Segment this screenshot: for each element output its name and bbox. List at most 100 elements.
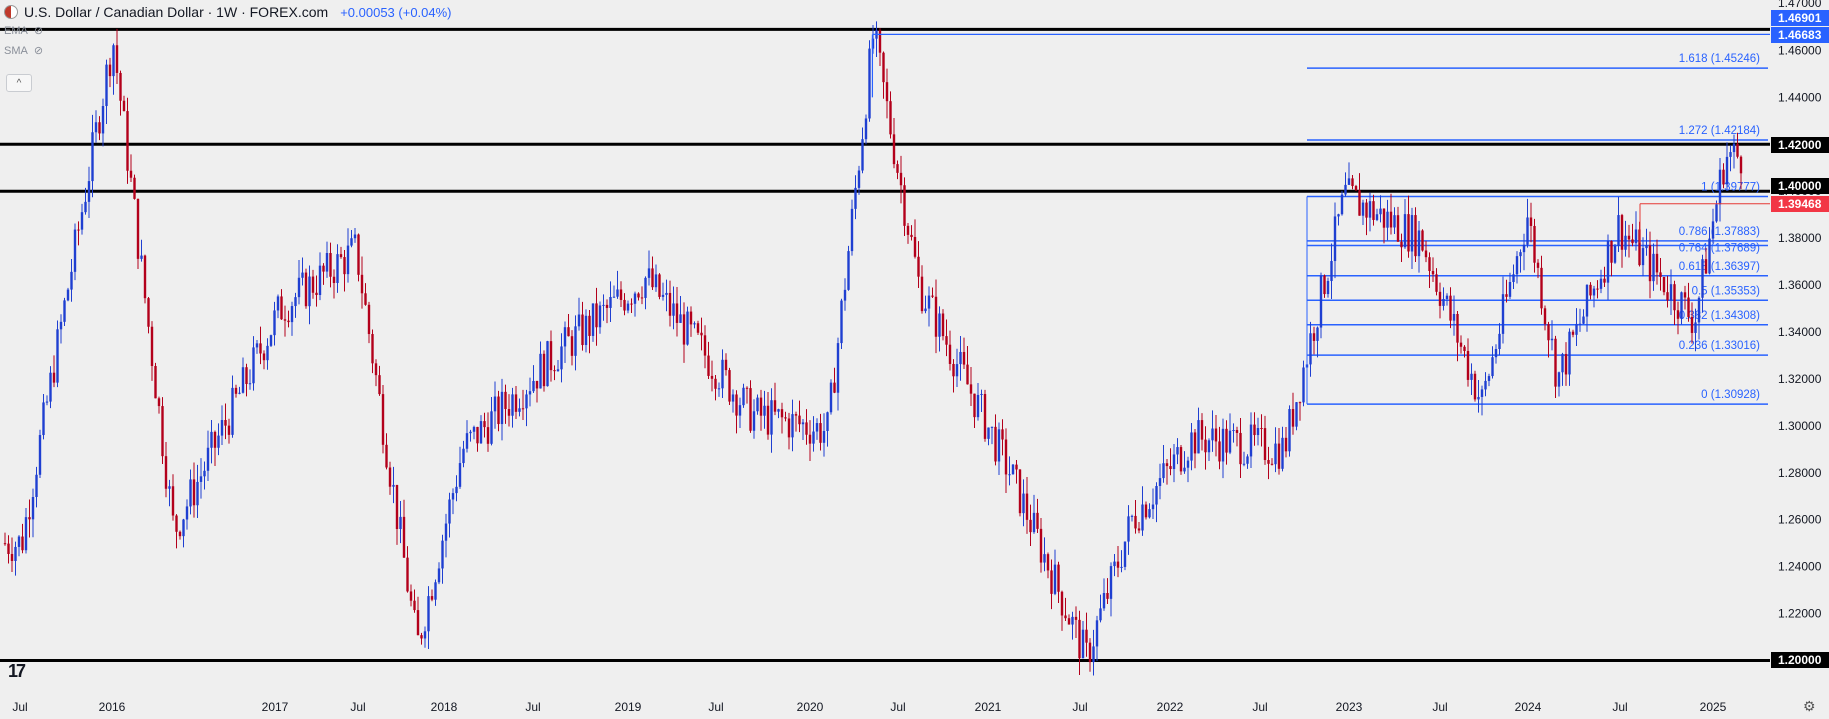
candle-body-280	[983, 393, 987, 439]
candle-body-299	[1050, 570, 1053, 594]
candle-body-496	[1739, 156, 1743, 174]
candle-body-85	[301, 272, 304, 278]
candle-body-144	[507, 409, 511, 416]
candle-body-253	[889, 101, 892, 135]
candle-body-489	[1715, 204, 1718, 222]
candle-body-488	[1711, 221, 1715, 239]
candle-body-80	[283, 319, 287, 321]
candle-body-432	[1515, 256, 1519, 275]
candle-body-70	[248, 383, 252, 385]
candle-body-24	[87, 181, 91, 202]
fib-label-2: 1 (1.39777)	[1701, 181, 1760, 193]
candle-body-135	[476, 426, 479, 444]
candle-body-191	[672, 303, 675, 316]
candle-body-482	[1690, 316, 1694, 333]
candle-body-198	[696, 323, 700, 333]
y-tick-label: 1.44000	[1778, 90, 1822, 104]
candle-body-450	[1578, 323, 1582, 325]
candle-body-25	[91, 132, 94, 182]
candle-body-479	[1680, 292, 1683, 319]
candle-body-445	[1561, 353, 1564, 373]
fib-label-5: 0.618 (1.36397)	[1679, 261, 1760, 273]
candle-body-377	[1323, 275, 1326, 295]
candle-body-60	[213, 431, 217, 448]
candle-body-245	[861, 139, 864, 171]
price-axis[interactable]: 1.20000 1.22000 1.24000 1.26000 1.28000 1.300…	[1770, 0, 1829, 719]
candle-body-380	[1333, 216, 1337, 262]
candle-body-83	[294, 297, 297, 307]
indicator-ema[interactable]: EMA ⊘	[4, 24, 44, 38]
y-tick-label: 1.26000	[1778, 513, 1822, 527]
candle-body-26	[94, 122, 98, 133]
candle-body-163	[574, 326, 577, 356]
eye-off-icon[interactable]: ⊘	[33, 25, 44, 37]
candle-body-426	[1494, 349, 1498, 358]
candle-body-434	[1522, 244, 1526, 253]
candle-body-447	[1568, 331, 1571, 375]
candle-body-75	[266, 345, 269, 361]
x-tick-label: 2022	[1157, 700, 1184, 714]
candle-body-375	[1316, 327, 1319, 341]
indicator-sma[interactable]: SMA ⊘	[4, 44, 44, 58]
candle-body-142	[500, 391, 504, 425]
candle-body-347	[1218, 441, 1221, 462]
candle-body-263	[924, 308, 927, 312]
candle-body-457	[1603, 278, 1606, 283]
candle-body-123	[434, 582, 437, 600]
candle-body-461	[1617, 215, 1620, 246]
candle-body-388	[1361, 202, 1365, 216]
candle-body-374	[1312, 333, 1316, 341]
candle-body-466	[1634, 229, 1638, 244]
candle-body-117	[413, 600, 416, 611]
candle-body-177	[623, 299, 626, 311]
candle-body-323	[1134, 515, 1137, 529]
candle-body-389	[1365, 202, 1368, 218]
candle-body-29	[105, 64, 108, 107]
candle-body-282	[990, 426, 994, 428]
candle-body-153	[539, 353, 542, 389]
candle-body-402	[1410, 215, 1414, 252]
collapse-legend-button[interactable]: ^	[6, 74, 32, 92]
candle-body-118	[416, 610, 420, 636]
candle-body-107	[378, 375, 381, 395]
fib-label-8: 0.236 (1.33016)	[1679, 340, 1760, 352]
candle-body-126	[444, 523, 448, 541]
candle-body-444	[1557, 372, 1561, 387]
eye-off-icon[interactable]: ⊘	[33, 45, 44, 57]
x-tick-label: 2016	[99, 700, 126, 714]
candle-body-240	[843, 289, 847, 301]
candle-body-127	[448, 499, 451, 524]
candle-body-63	[224, 420, 227, 426]
symbol-title[interactable]: U.S. Dollar / Canadian Dollar · 1W · FOR…	[24, 4, 329, 20]
candle-body-453	[1589, 284, 1592, 296]
candle-body-338	[1186, 460, 1190, 468]
candle-body-52	[185, 506, 189, 520]
y-tick-label: 1.28000	[1778, 466, 1822, 480]
candle-body-356	[1249, 424, 1253, 457]
candle-body-428	[1501, 294, 1505, 334]
candle-body-194	[682, 314, 686, 345]
tradingview-logo-icon: 17	[8, 661, 26, 681]
price-axis-bg	[1770, 0, 1829, 719]
settings-gear-icon[interactable]: ⚙	[1803, 698, 1816, 714]
candle-body-96	[339, 254, 343, 258]
x-tick-label: Jul	[708, 700, 723, 714]
candle-body-324	[1137, 528, 1141, 531]
candle-body-189	[665, 292, 668, 295]
candle-body-348	[1221, 428, 1225, 462]
candle-body-254	[892, 134, 896, 165]
candle-body-28	[101, 106, 105, 134]
candle-body-159	[560, 346, 563, 370]
candle-body-169	[595, 303, 598, 328]
candle-body-399	[1400, 241, 1403, 248]
candle-body-284	[997, 429, 1001, 462]
candle-body-40	[143, 255, 147, 299]
candle-body-3	[14, 546, 17, 561]
candle-body-231	[812, 431, 815, 444]
x-tick-label: 2025	[1700, 700, 1727, 714]
candle-body-112	[395, 484, 399, 530]
candle-body-16	[59, 321, 63, 330]
candle-body-13	[49, 372, 52, 402]
time-axis[interactable]: Jul 2016 2017 Jul 2018 Jul 2019 Jul 2020 Jul 2021 J…	[12, 700, 1726, 714]
